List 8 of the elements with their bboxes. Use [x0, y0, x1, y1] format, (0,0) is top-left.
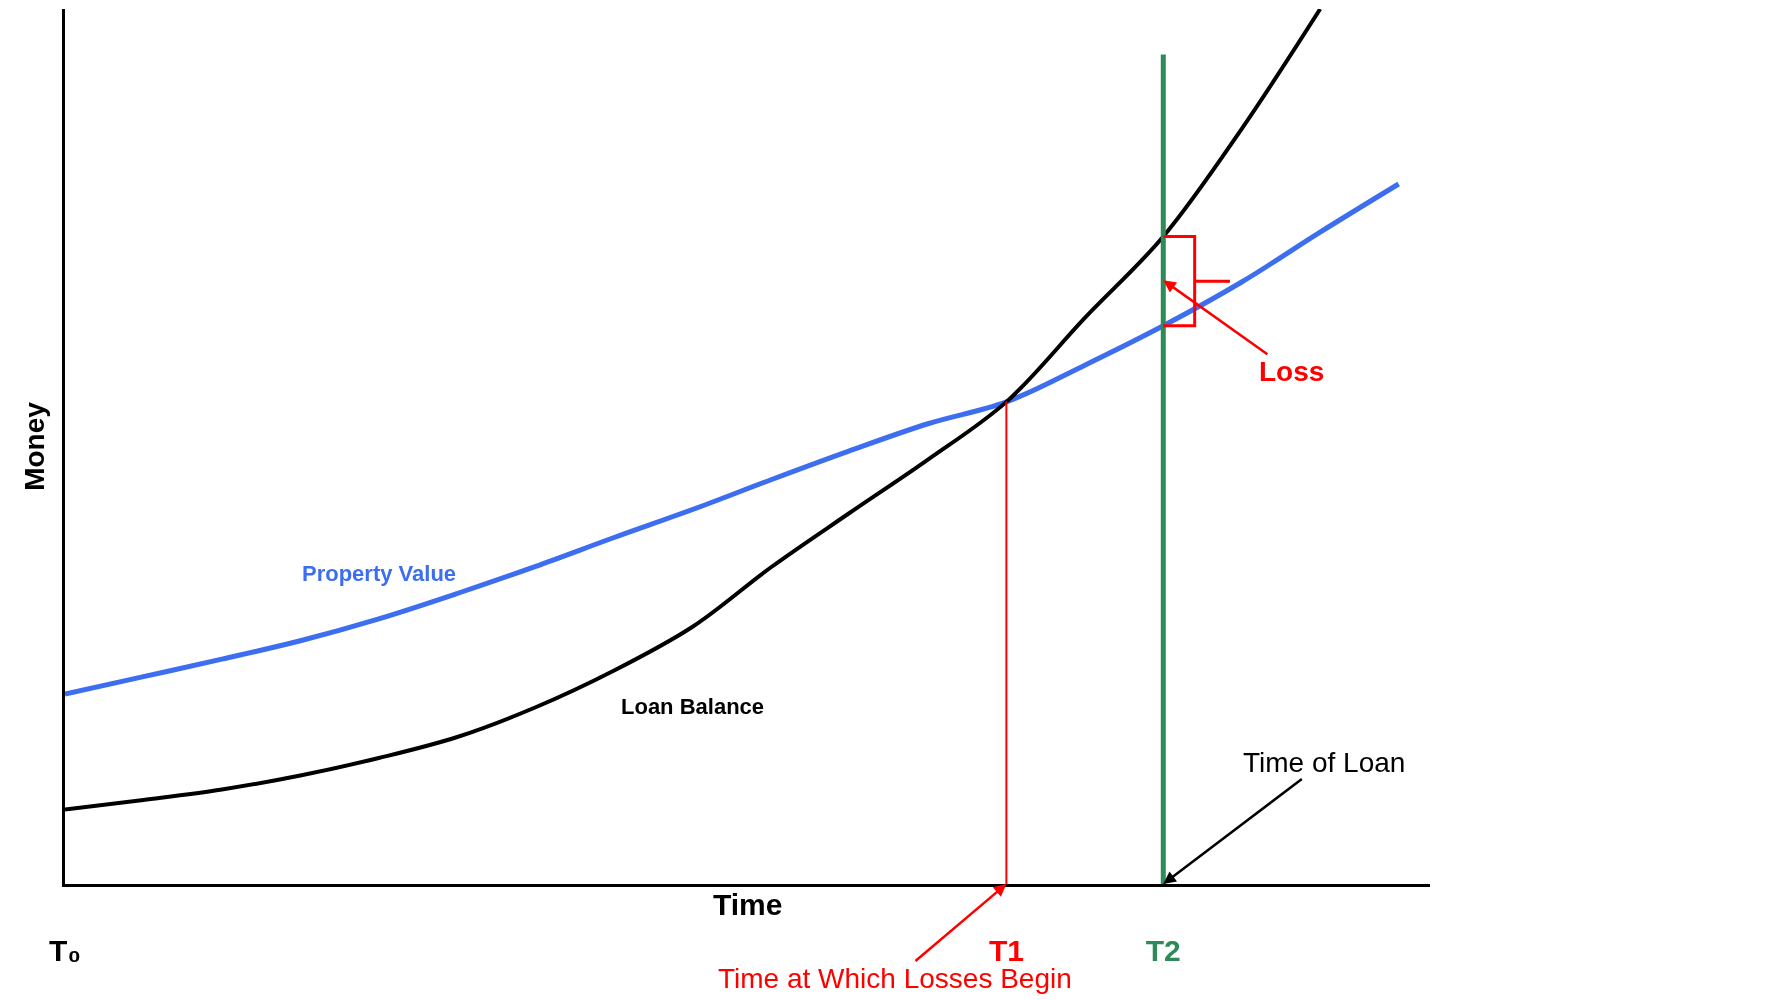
annotation: Loss — [1259, 356, 1325, 387]
x-axis-title: Time — [713, 888, 783, 921]
series-label: Loan Balance — [621, 694, 765, 719]
annotation: Time of Loan — [1243, 747, 1406, 778]
x-tick-label: T₀ — [49, 934, 81, 967]
series-label: Property Value — [302, 561, 457, 586]
y-axis-title: Money — [18, 401, 50, 491]
x-tick-label: T2 — [1145, 934, 1181, 967]
